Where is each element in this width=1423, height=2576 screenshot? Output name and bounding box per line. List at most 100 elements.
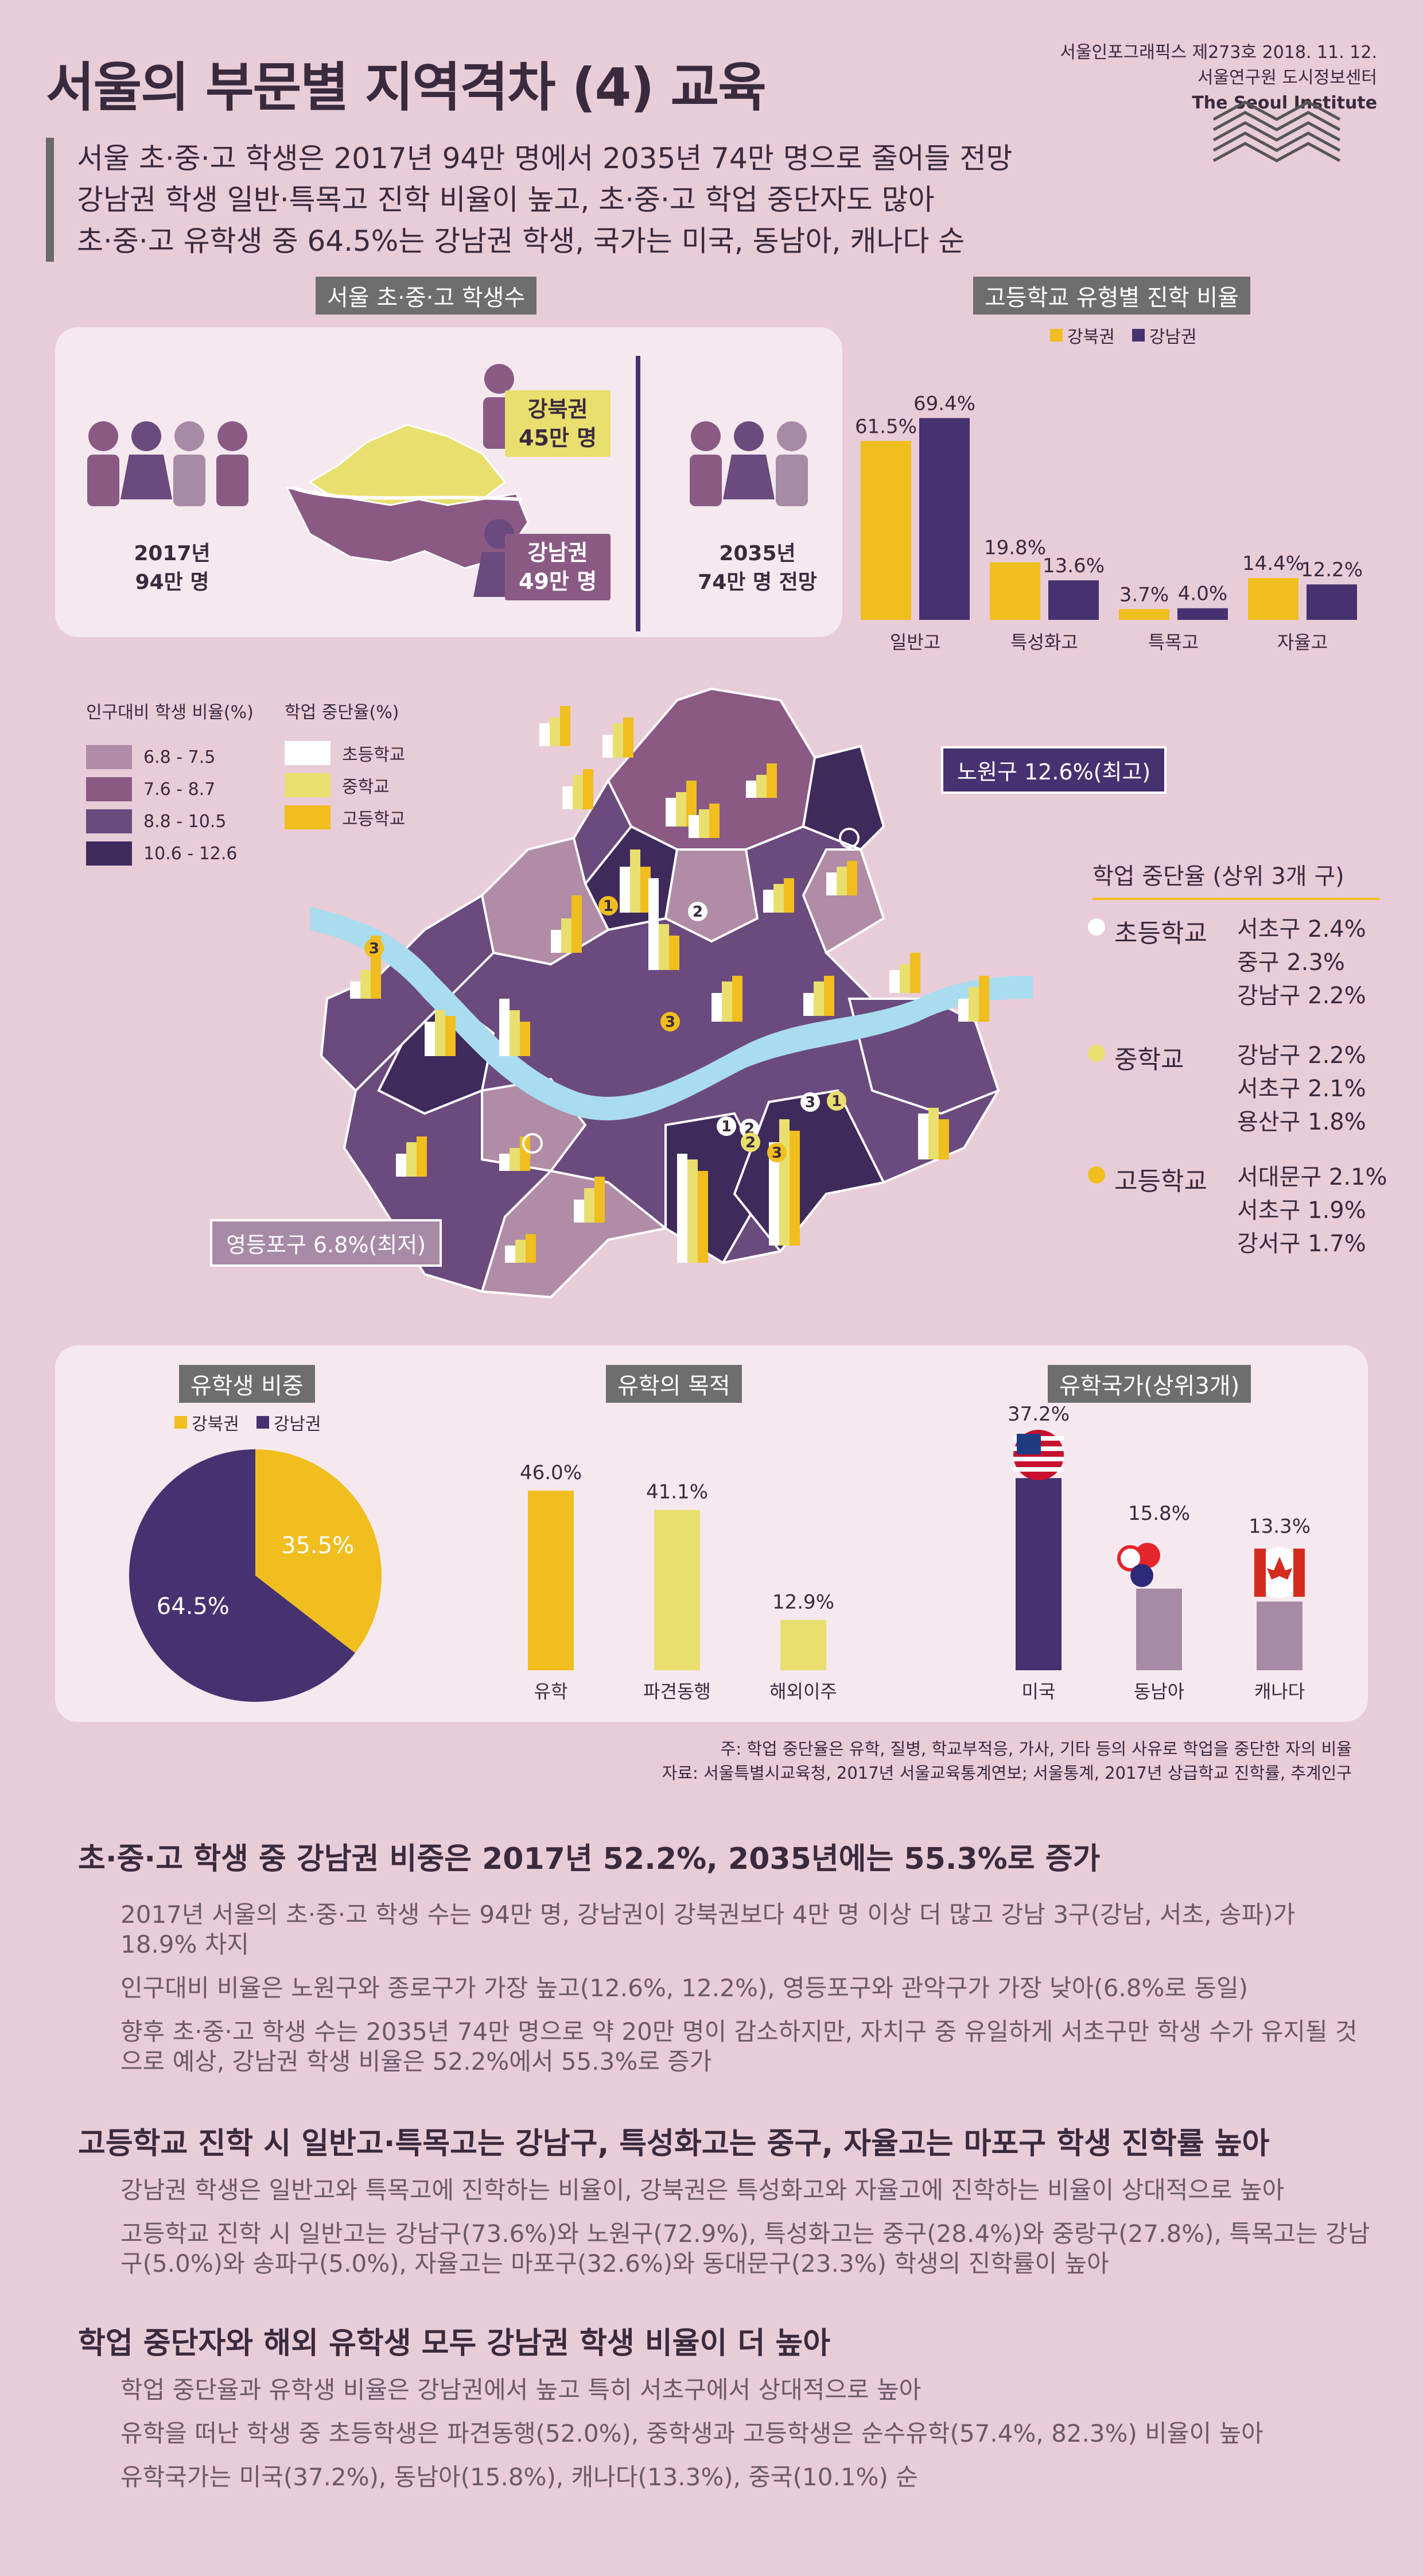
top3-item: 강서구 1.7% bbox=[1237, 1231, 1366, 1257]
map-legend-ratio-title: 인구대비 학생 비율(%) bbox=[86, 703, 254, 723]
section-para: 2017년 서울의 초·중·고 학생 수는 94만 명, 강남권이 강북권보다 … bbox=[120, 1900, 1296, 1958]
map-legend-dropout: 초등학교 중학교 고등학교 bbox=[285, 740, 405, 830]
x-tick-label: 미국 bbox=[1022, 1681, 1056, 1702]
section-title: 학업 중단자와 해외 유학생 모두 강남권 학생 비율이 더 높아 bbox=[78, 2326, 831, 2361]
country-title: 유학국가(상위3개) bbox=[1048, 1365, 1251, 1403]
map-marker: 2 bbox=[745, 1134, 756, 1151]
map-marker: 3 bbox=[665, 1014, 675, 1031]
pie-legend-gangnam: 강남권 bbox=[273, 1414, 321, 1434]
pie-title: 유학생 비중 bbox=[179, 1365, 315, 1403]
bar-value-label: 4.0% bbox=[1178, 583, 1227, 606]
section-para: 인구대비 비율은 노원구와 종로구가 가장 높고(12.6%, 12.2%), … bbox=[120, 1974, 1249, 2002]
top3-item: 강남구 2.2% bbox=[1237, 983, 1366, 1009]
top3-item: 강남구 2.2% bbox=[1237, 1042, 1366, 1069]
legend-swatch-gangnam bbox=[256, 1416, 269, 1429]
bar-특목고-강북권 bbox=[1119, 609, 1169, 620]
students-section-label: 서울 초·중·고 학생수 bbox=[316, 277, 537, 315]
gangnam-value: 49만 명 bbox=[519, 569, 597, 594]
top3-elementary: 초등학교 서초구 2.4% 중구 2.3% 강남구 2.2% bbox=[1088, 913, 1366, 1012]
issue-line: 서울인포그래픽스 제273호 2018. 11. 12. bbox=[1060, 42, 1377, 63]
bar-유학 bbox=[528, 1491, 574, 1670]
students-2017: 2017년 94만 명 bbox=[115, 540, 230, 597]
ratio-item: 6.8 - 7.5 bbox=[86, 745, 238, 769]
note: 주: 학업 중단율은 유학, 질병, 학교부적응, 가사, 기타 등의 사유로 … bbox=[720, 1739, 1352, 1759]
pie-slice-강남권 bbox=[129, 1449, 355, 1702]
map-marker: 3 bbox=[772, 1145, 782, 1162]
ratio-swatch bbox=[86, 809, 132, 833]
summary-line: 강남권 학생 일반·특목고 진학 비율이 높고, 초·중·고 학업 중단자도 많… bbox=[77, 183, 935, 216]
year-2017: 2017년 bbox=[134, 542, 211, 565]
pie-legend: 강북권 강남권 bbox=[174, 1410, 321, 1435]
top3-group-name: 중학교 bbox=[1114, 1045, 1184, 1074]
bar-value-label: 46.0% bbox=[520, 1461, 582, 1484]
maple-leaf-icon bbox=[1267, 1557, 1292, 1580]
map-lowest-label: 영등포구 6.8%(최저) bbox=[210, 1219, 442, 1267]
section-para: 고등학교 진학 시 일반고는 강남구(73.6%)와 노원구(72.9%), 특… bbox=[120, 2220, 1370, 2278]
ratio-swatch bbox=[86, 841, 132, 866]
bar-파견동행 bbox=[654, 1510, 700, 1670]
bar-value-label: 69.4% bbox=[913, 392, 975, 415]
thailand-flag-icon bbox=[1130, 1564, 1153, 1587]
x-tick-label: 특목고 bbox=[1148, 631, 1199, 653]
bar-value-label: 19.8% bbox=[984, 537, 1046, 560]
dropout-label: 고등학교 bbox=[342, 809, 406, 829]
ratio-label: 10.6 - 12.6 bbox=[143, 843, 238, 864]
legend-gangnam: 강남권 bbox=[1149, 327, 1197, 347]
bar-value-label: 61.5% bbox=[855, 415, 917, 438]
dropout-bars bbox=[350, 706, 989, 1263]
x-tick-label: 일반고 bbox=[890, 631, 940, 653]
dropout-item: 초등학교 bbox=[285, 740, 405, 766]
students-2035: 2035년 74만 명 전망 bbox=[683, 540, 832, 597]
issue-info: 서울인포그래픽스 제273호 2018. 11. 12. 서울연구원 도시정보센… bbox=[1060, 40, 1377, 116]
x-tick-label: 해외이주 bbox=[769, 1681, 837, 1702]
map-marker: 1 bbox=[721, 1118, 732, 1135]
section-title: 고등학교 진학 시 일반고·특목고는 강남구, 특성화고는 중구, 자율고는 마… bbox=[78, 2127, 1270, 2161]
bar-value-label: 13.6% bbox=[1043, 554, 1105, 577]
gangnam-box: 강남권 49만 명 bbox=[505, 534, 611, 600]
section-para: 강남권 학생은 일반고와 특목고에 진학하는 비율이, 강북권은 특성화고와 자… bbox=[120, 2176, 1285, 2204]
dropout-label: 초등학교 bbox=[342, 745, 406, 765]
section-para: 학업 중단율과 유학생 비율은 강남권에서 높고 특히 서초구에서 상대적으로 … bbox=[120, 2376, 922, 2404]
top3-item: 서대문구 2.1% bbox=[1237, 1164, 1387, 1190]
bar-value-label: 15.8% bbox=[1128, 1502, 1190, 1525]
dropout-swatch bbox=[285, 741, 331, 765]
summary-block: 서울 초·중·고 학생은 2017년 94만 명에서 2035년 74만 명으로… bbox=[46, 138, 1012, 262]
bar-일반고-강북권 bbox=[861, 441, 911, 620]
map-marker: 3 bbox=[805, 1094, 815, 1111]
map-legend-ratio: 6.8 - 7.5 7.6 - 8.7 8.8 - 10.5 10.6 - 12… bbox=[86, 745, 238, 866]
usa-flag-canton bbox=[1017, 1434, 1041, 1454]
canada-flag-icon bbox=[1254, 1547, 1305, 1598]
top3-item: 서초구 1.9% bbox=[1237, 1197, 1366, 1224]
section-para: 향후 초·중·고 학생 수는 2035년 74만 명으로 약 20만 명이 감소… bbox=[120, 2018, 1358, 2075]
pie-slice-label: 64.5% bbox=[157, 1593, 230, 1620]
dropout-item: 고등학교 bbox=[285, 805, 405, 830]
gangbuk-value: 45만 명 bbox=[519, 425, 597, 451]
source: 자료: 서울특별시교육청, 2017년 서울교육통계연보; 서울통계, 2017… bbox=[662, 1763, 1352, 1783]
purpose-bar-chart: 46.0% 유학 41.1% 파견동행 12.9% 해외이주 bbox=[520, 1461, 837, 1702]
middle-dot bbox=[1088, 1045, 1105, 1062]
bar-자율고-강남권 bbox=[1307, 584, 1357, 620]
seoul-district-map: 1 2 3 3 3 1 2 2 3 1 bbox=[310, 687, 1033, 1299]
bar-캐나다 bbox=[1257, 1601, 1303, 1670]
gangbuk-box: 강북권 45만 명 bbox=[505, 390, 611, 457]
hs-chart-title: 고등학교 유형별 진학 비율 bbox=[973, 277, 1250, 315]
ratio-label: 7.6 - 8.7 bbox=[143, 779, 216, 800]
legend-swatch-gangbuk bbox=[174, 1416, 187, 1429]
elementary-dot bbox=[1088, 918, 1105, 936]
students-2017-figures bbox=[87, 421, 248, 506]
top3-item: 중구 2.3% bbox=[1237, 949, 1345, 976]
students-2035-figures bbox=[690, 421, 808, 506]
value-2017: 94만 명 bbox=[135, 571, 209, 594]
top3-item: 용산구 1.8% bbox=[1237, 1109, 1366, 1135]
summary-line: 서울 초·중·고 학생은 2017년 94만 명에서 2035년 74만 명으로… bbox=[77, 142, 1013, 175]
bar-특성화고-강북권 bbox=[990, 562, 1040, 620]
legend-gangbuk: 강북권 bbox=[1067, 327, 1115, 347]
bar-특목고-강남권 bbox=[1177, 608, 1228, 620]
pie-slice-label: 35.5% bbox=[281, 1533, 354, 1559]
map-marker: 1 bbox=[603, 898, 613, 915]
ratio-label: 6.8 - 7.5 bbox=[143, 747, 216, 767]
dropout-item: 중학교 bbox=[285, 773, 405, 798]
footnotes: 주: 학업 중단율은 유학, 질병, 학교부적응, 가사, 기타 등의 사유로 … bbox=[662, 1737, 1352, 1785]
x-tick-label: 특성화고 bbox=[1010, 631, 1078, 653]
bar-value-label: 14.4% bbox=[1242, 552, 1304, 575]
